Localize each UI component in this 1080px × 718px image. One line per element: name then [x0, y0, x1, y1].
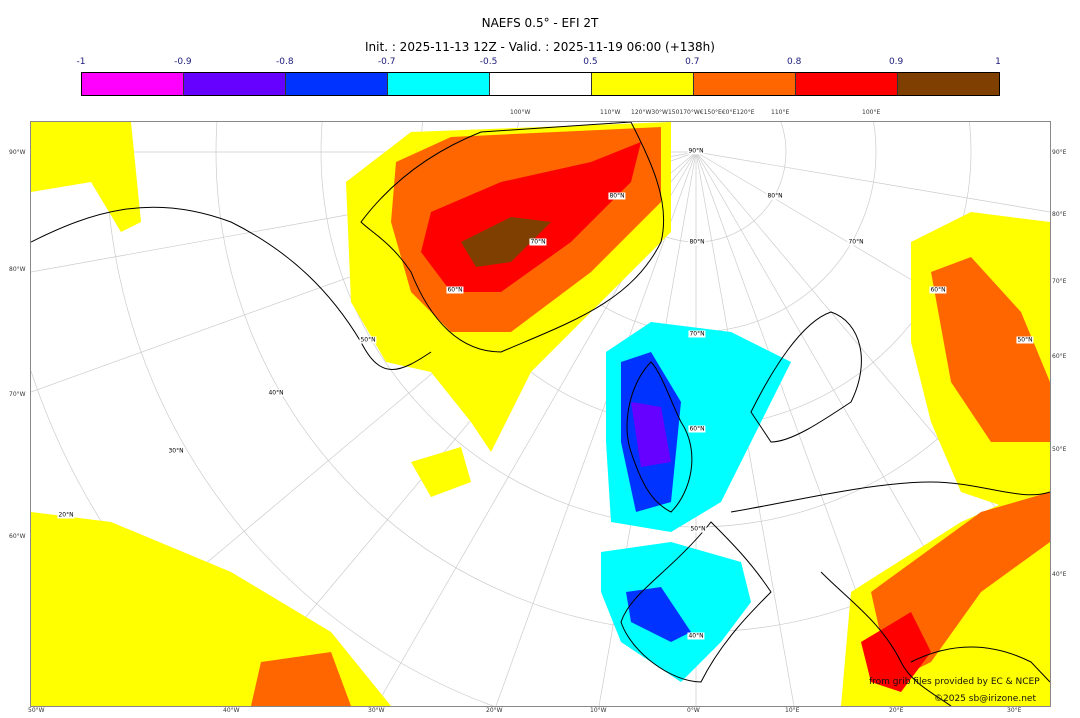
- latitude-label: 70°N: [688, 330, 706, 338]
- efi-yellow-nw: [31, 122, 141, 232]
- latitude-label: 60°N: [688, 425, 706, 433]
- latitude-label: 80°N: [688, 238, 706, 246]
- colorbar-bin: [490, 73, 592, 95]
- axis-label-right: 40°E: [1052, 571, 1067, 578]
- axis-label-bottom: 10°E: [785, 707, 800, 714]
- axis-label-right: 90°E: [1052, 149, 1067, 156]
- copyright-credit: ©2025 sb@irizone.net: [934, 694, 1036, 704]
- colorbar-tick-label: 0.7: [685, 57, 700, 67]
- colorbar-tick-label: 0.5: [583, 57, 598, 67]
- map-area[interactable]: 90°N 80°N 70°N 60°N 50°N 40°N 50°N 40°N 30°N 20°N…: [30, 121, 1051, 707]
- colorbar-tick-label: 0.9: [888, 57, 904, 67]
- colorbar-tick-label: -0.9: [174, 57, 192, 67]
- efi-field: [31, 122, 1050, 706]
- map-subtitle: Init. : 2025-11-13 12Z - Valid. : 2025-1…: [365, 40, 715, 54]
- latitude-label: 50°N: [689, 525, 707, 533]
- axis-label-top: 110°E: [771, 109, 790, 116]
- latitude-label: 50°N: [359, 336, 377, 344]
- axis-label-bottom: 20°W: [486, 707, 503, 714]
- axis-label-right: 70°E: [1052, 278, 1067, 285]
- latitude-label: 30°N: [167, 447, 185, 455]
- latitude-label: 60°N: [929, 286, 947, 294]
- axis-label-left: 60°W: [9, 533, 26, 540]
- axis-label-right: 50°E: [1052, 446, 1067, 453]
- colorbar-tick-label: 1: [995, 57, 1001, 67]
- colorbar-tick-label: 0.8: [787, 57, 802, 67]
- latitude-label: 60°N: [446, 286, 464, 294]
- map-canvas: [31, 122, 1050, 706]
- colorbar-tick-label: -0.5: [479, 57, 498, 67]
- axis-label-bottom: 0°W: [687, 707, 700, 714]
- efi-violet-europe: [631, 402, 671, 467]
- axis-label-bottom: 50°W: [28, 707, 45, 714]
- colorbar-bin: [592, 73, 694, 95]
- latitude-label: 20°N: [57, 511, 75, 519]
- efi-yellow-iceland-sea: [411, 447, 471, 497]
- latitude-label: 40°N: [687, 632, 705, 640]
- colorbar-tick-label: -0.7: [377, 57, 396, 67]
- latitude-label: 80°N: [608, 192, 626, 200]
- colorbar-bin: [388, 73, 490, 95]
- efi-brown-greenland: [461, 217, 551, 267]
- latitude-label: 70°N: [529, 238, 547, 246]
- latitude-label: 90°N: [687, 147, 705, 155]
- latitude-label: 50°N: [1016, 336, 1034, 344]
- axis-label-bottom: 40°W: [223, 707, 240, 714]
- axis-label-bottom: 10°W: [590, 707, 607, 714]
- colorbar-bin: [286, 73, 388, 95]
- axis-label-right: 60°E: [1052, 353, 1067, 360]
- axis-label-left: 70°W: [9, 391, 26, 398]
- axis-label-bottom: 20°E: [889, 707, 904, 714]
- map-title: NAEFS 0.5° - EFI 2T: [481, 16, 599, 30]
- axis-label-top: 100°W: [510, 109, 531, 116]
- efi-orange-atlantic: [251, 652, 351, 706]
- axis-label-bottom: 30°E: [1007, 707, 1022, 714]
- coastlines: [31, 122, 1050, 706]
- colorbar-bin: [184, 73, 286, 95]
- axis-label-left: 90°W: [9, 149, 26, 156]
- colorbar-bin: [796, 73, 898, 95]
- colorbar: [81, 72, 1000, 96]
- latitude-label: 40°N: [267, 389, 285, 397]
- colorbar-bin: [82, 73, 184, 95]
- colorbar-tick-label: -1: [76, 57, 86, 67]
- latitude-label: 80°N: [766, 192, 784, 200]
- axis-label-top: 100°E: [862, 109, 881, 116]
- axis-label-right: 80°E: [1052, 211, 1067, 218]
- efi-orange-russia: [931, 257, 1050, 442]
- colorbar-bin: [694, 73, 796, 95]
- axis-label-top: 110°W: [600, 109, 621, 116]
- axis-label-left: 80°W: [9, 266, 26, 273]
- colorbar-tick-label: -0.8: [275, 57, 294, 67]
- data-source-credit: from grib files provided by EC & NCEP: [869, 677, 1040, 687]
- axis-label-top: 120°W30°W150170°W€150°E€0°E120°E: [631, 109, 755, 116]
- latitude-label: 70°N: [847, 238, 865, 246]
- colorbar-bin: [898, 73, 999, 95]
- axis-label-bottom: 30°W: [368, 707, 385, 714]
- efi-blue-iberia: [626, 587, 691, 642]
